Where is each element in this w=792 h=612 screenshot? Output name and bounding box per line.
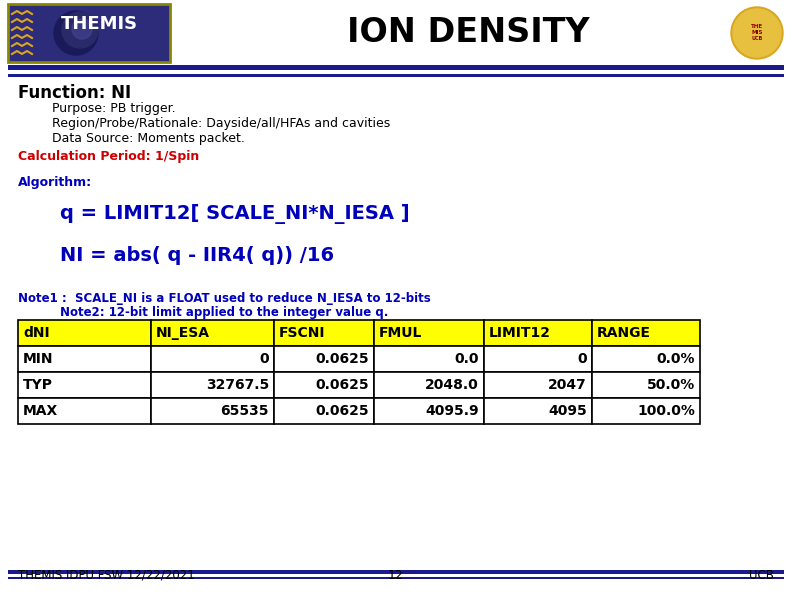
Bar <box>151 398 274 424</box>
Text: MAX: MAX <box>23 404 59 418</box>
Text: THEMIS IDPU FSW 12/22/2021: THEMIS IDPU FSW 12/22/2021 <box>18 569 195 582</box>
Text: dNI: dNI <box>23 326 50 340</box>
Text: UCB: UCB <box>752 37 763 42</box>
Bar <box>18 320 151 346</box>
Bar <box>18 372 151 398</box>
Bar <box>18 346 151 372</box>
Text: ION DENSITY: ION DENSITY <box>347 17 589 50</box>
Text: THE: THE <box>751 24 763 29</box>
Bar <box>592 320 700 346</box>
Text: MIS: MIS <box>752 31 763 35</box>
Text: UCB: UCB <box>749 569 774 582</box>
Text: TYP: TYP <box>23 378 53 392</box>
Bar <box>8 570 784 574</box>
Text: FMUL: FMUL <box>379 326 422 340</box>
Bar <box>274 398 374 424</box>
Text: 0.0: 0.0 <box>455 352 479 366</box>
Text: MIN: MIN <box>23 352 54 366</box>
Text: 2048.0: 2048.0 <box>425 378 479 392</box>
Circle shape <box>733 9 781 57</box>
Bar <box>151 320 274 346</box>
Bar <box>18 398 151 424</box>
Circle shape <box>62 12 98 48</box>
Bar <box>8 577 784 579</box>
Circle shape <box>72 19 92 39</box>
Bar <box>484 320 592 346</box>
Text: 0.0625: 0.0625 <box>315 352 369 366</box>
Text: 65535: 65535 <box>220 404 269 418</box>
Text: 4095.9: 4095.9 <box>425 404 479 418</box>
Text: NI = abs( q - IIR4( q)) /16: NI = abs( q - IIR4( q)) /16 <box>60 246 334 265</box>
Text: THEMIS: THEMIS <box>60 15 138 33</box>
Text: Purpose: PB trigger.: Purpose: PB trigger. <box>52 102 176 115</box>
Bar <box>374 372 484 398</box>
Text: RANGE: RANGE <box>597 326 651 340</box>
Text: 50.0%: 50.0% <box>647 378 695 392</box>
Bar <box>484 398 592 424</box>
Bar <box>374 346 484 372</box>
Bar <box>374 320 484 346</box>
Text: Algorithm:: Algorithm: <box>18 176 92 189</box>
Bar <box>274 346 374 372</box>
Text: Function: NI: Function: NI <box>18 84 131 102</box>
Text: 32767.5: 32767.5 <box>206 378 269 392</box>
Bar <box>274 372 374 398</box>
Circle shape <box>54 11 98 55</box>
Text: 0.0%: 0.0% <box>657 352 695 366</box>
Text: 0.0625: 0.0625 <box>315 404 369 418</box>
Bar <box>8 65 784 70</box>
Text: 0: 0 <box>259 352 269 366</box>
Text: 4095: 4095 <box>548 404 587 418</box>
Bar <box>0 0 792 66</box>
Text: 0.0625: 0.0625 <box>315 378 369 392</box>
Bar <box>274 320 374 346</box>
Bar <box>8 4 170 62</box>
Bar <box>592 346 700 372</box>
Bar <box>484 346 592 372</box>
Text: 100.0%: 100.0% <box>637 404 695 418</box>
Bar <box>484 372 592 398</box>
Text: Data Source: Moments packet.: Data Source: Moments packet. <box>52 132 245 145</box>
Circle shape <box>731 7 783 59</box>
Text: 0: 0 <box>577 352 587 366</box>
Bar <box>8 74 784 77</box>
Text: Note1 :  SCALE_NI is a FLOAT used to reduce N_IESA to 12-bits: Note1 : SCALE_NI is a FLOAT used to redu… <box>18 292 431 305</box>
Text: Region/Probe/Rationale: Dayside/all/HFAs and cavities: Region/Probe/Rationale: Dayside/all/HFAs… <box>52 117 390 130</box>
Text: FSCNI: FSCNI <box>279 326 326 340</box>
Bar <box>592 398 700 424</box>
Text: Note2: 12-bit limit applied to the integer value q.: Note2: 12-bit limit applied to the integ… <box>60 306 388 319</box>
Text: q = LIMIT12[ SCALE_NI*N_IESA ]: q = LIMIT12[ SCALE_NI*N_IESA ] <box>60 204 409 224</box>
Bar <box>151 372 274 398</box>
Text: NI_ESA: NI_ESA <box>156 326 210 340</box>
Bar <box>151 346 274 372</box>
Text: LIMIT12: LIMIT12 <box>489 326 551 340</box>
Text: Calculation Period: 1/Spin: Calculation Period: 1/Spin <box>18 150 200 163</box>
Text: 12: 12 <box>388 569 404 582</box>
Bar <box>592 372 700 398</box>
Text: 2047: 2047 <box>548 378 587 392</box>
Bar <box>374 398 484 424</box>
